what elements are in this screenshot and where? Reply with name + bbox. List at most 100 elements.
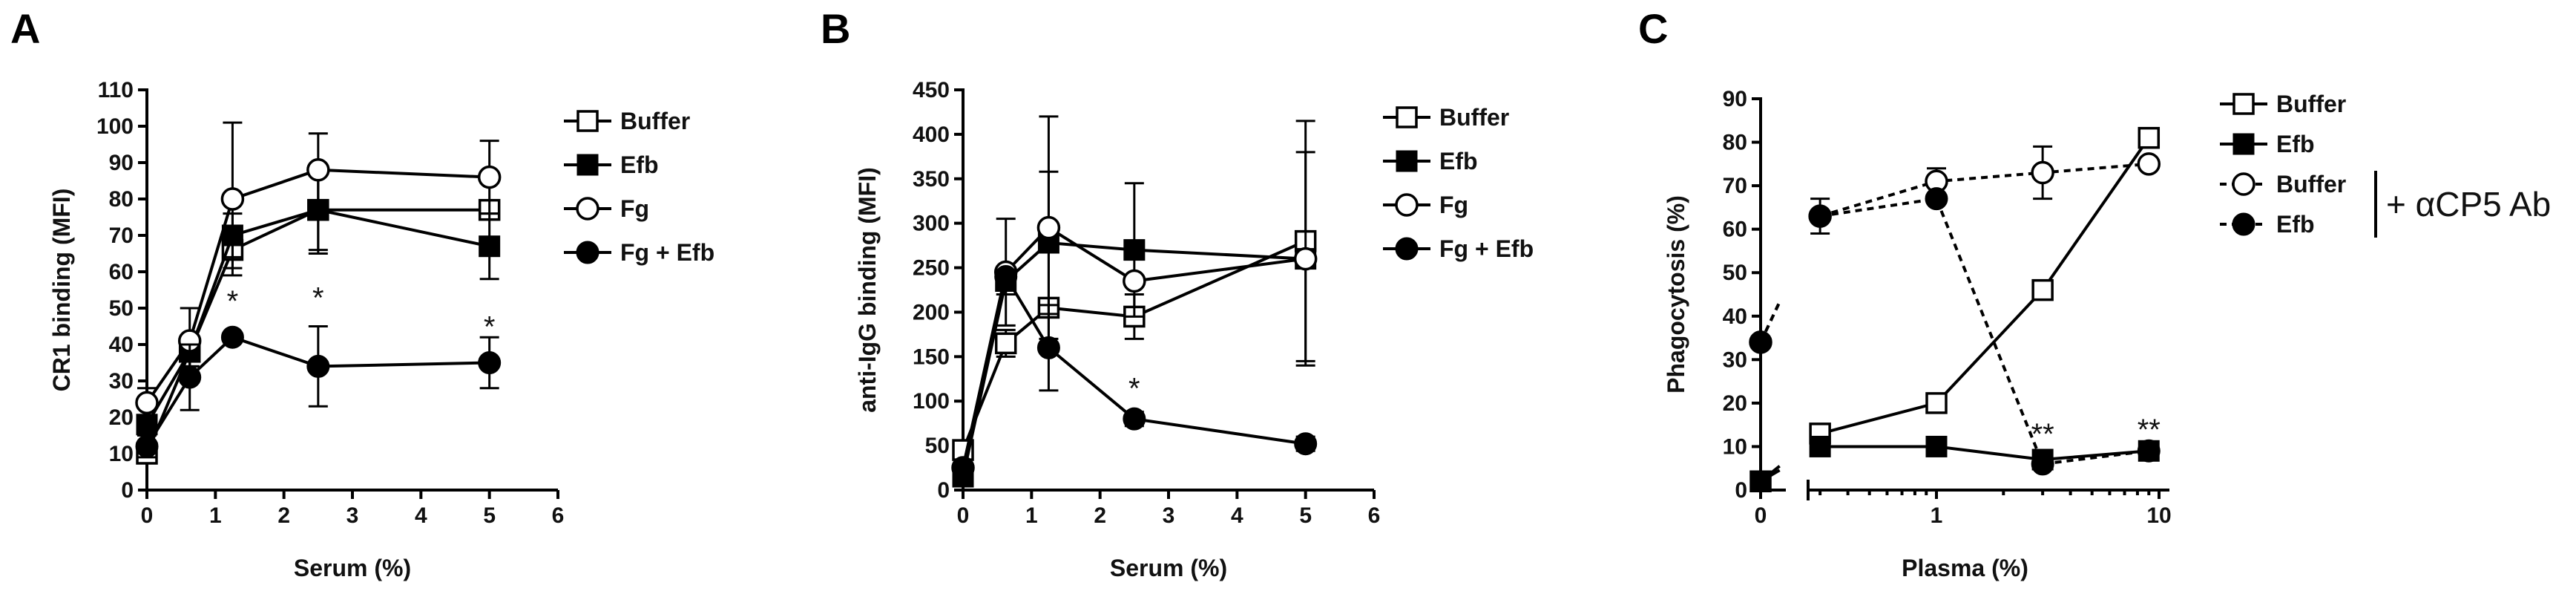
x-tick-label: 5 [1299,503,1312,528]
y-tick-label: 400 [913,123,950,147]
y-tick-label: 80 [109,187,134,212]
y-tick-label: 250 [913,256,950,281]
legend-entry: Fg [1439,192,1468,218]
panel-c: C 0 10 20 30 40 50 60 70 80 90 0 1 10 Plasma (%) Phagoc… [1638,5,2551,581]
legend-marker-filled-square [1396,150,1418,172]
data-point-buffer-open-square [2031,278,2054,301]
series-line-stub-efb-filled-circle [1759,301,1781,343]
legend-entry: Efb [2276,131,2315,157]
x-tick-label: 1 [1025,503,1038,528]
legend-marker-open-circle [1395,193,1419,217]
y-tick-label: 350 [913,167,950,192]
y-tick-label: 20 [1723,391,1747,416]
group-label: + αCP5 Ab [2386,185,2551,223]
panel-letter: B [821,5,850,52]
data-point-efb-filled-square [479,235,501,258]
x-tick-label: 1 [1931,503,1943,528]
data-point-buffer-open-circle [2137,152,2161,176]
data-point-efb-filled-square [1925,435,1948,457]
data-point-fg-open-circle [1293,247,1318,271]
y-tick-label: 150 [913,345,950,369]
y-tick-label: 300 [913,212,950,236]
legend-marker-filled-circle [1395,237,1419,261]
data-point-fg-efb-filled-circle [951,456,975,480]
x-tick-label: 10 [2146,503,2171,528]
legend-entry: Efb [620,151,659,178]
data-point-efb-filled-circle [1925,187,1948,211]
data-point-fg-open-circle [1036,215,1061,240]
x-tick-label: 0 [957,503,970,528]
legend-entry: Buffer [620,108,690,134]
panel-letter: C [1638,5,1668,52]
data-point-buffer-open-square [1925,392,1948,414]
legend-entry: Fg + Efb [620,239,714,266]
y-axis-title: CR1 binding (MFI) [48,189,75,392]
y-tick-label: 0 [1735,478,1747,503]
y-tick-label: 70 [109,223,134,248]
y-axis-title: Phagocytosis (%) [1663,195,1689,394]
significance-annotation: * [312,281,324,314]
legend-marker-open-square [1396,106,1418,128]
x-tick-label: 5 [483,503,496,528]
y-tick-label: 200 [913,300,950,324]
significance-annotation: * [227,285,239,318]
data-point-buffer-open-square [994,332,1017,355]
y-tick-label: 450 [913,78,950,102]
data-point-efb-filled-circle [1749,330,1772,354]
data-point-efb-filled-circle [2137,439,2161,463]
x-tick-label: 1 [209,503,222,528]
significance-annotation: ** [2031,418,2054,451]
series-line-efb-filled-square [1820,445,2149,462]
y-tick-label: 50 [109,296,134,321]
data-point-buffer-open-square [2138,126,2161,149]
y-tick-label: 90 [109,151,134,175]
data-point-fg-efb-filled-circle [1294,432,1318,456]
legend-entry: Fg [620,195,649,222]
legend-marker-filled-circle [576,241,599,264]
data-point-efb-filled-circle [2031,452,2054,476]
y-tick-label: 0 [937,478,950,503]
y-tick-label: 50 [925,434,950,458]
data-point-efb-filled-square [1809,435,1831,457]
y-tick-label: 30 [1723,347,1747,372]
data-point-fg-efb-filled-circle [1036,336,1060,359]
y-tick-label: 110 [98,78,134,102]
series-line-buffer-open-square [1819,137,2150,435]
y-tick-label: 80 [1723,131,1747,155]
x-axis-title: Plasma (%) [1902,555,2028,581]
data-point-fg-efb-filled-circle [306,354,330,378]
legend-entry: Efb [2276,211,2315,238]
y-tick-label: 40 [1723,304,1747,329]
data-point-fg-efb-filled-circle [994,265,1018,289]
x-tick-label: 3 [1163,503,1175,528]
y-tick-label: 90 [1723,87,1747,111]
x-tick-label: 6 [1368,503,1381,528]
y-tick-label: 0 [121,478,134,503]
data-point-fg-efb-filled-circle [478,351,502,374]
panel-a: A 0 10 20 30 40 50 60 70 80 90 100 110 0 1 2 3 4 5 6 Serum (… [10,5,714,581]
y-tick-label: 100 [913,389,950,414]
series-line-efb-filled-circle [1819,197,2149,466]
y-tick-label: 60 [1723,218,1747,242]
x-tick-label: 3 [346,503,359,528]
legend-marker-filled-square [2232,133,2255,155]
x-tick-label: 2 [277,503,290,528]
legend-entry: Buffer [1439,104,1509,131]
y-tick-label: 50 [1723,261,1747,285]
y-tick-label: 20 [109,405,134,430]
x-tick-label: 6 [552,503,565,528]
y-tick-label: 30 [109,369,134,394]
data-point-fg-open-circle [306,158,330,182]
legend-entry: Efb [1439,148,1478,174]
legend-marker-open-square [576,110,599,132]
y-tick-label: 10 [109,442,134,466]
x-tick-label: 4 [1231,503,1243,528]
data-point-efb-filled-circle [1808,204,1832,228]
x-tick-label: 4 [415,503,427,528]
panel-letter: A [10,5,40,52]
x-tick-label: 0 [1755,503,1767,528]
data-point-fg-open-circle [1123,269,1146,293]
y-tick-label: 60 [109,260,134,284]
legend-entry: Buffer [2276,171,2346,198]
x-axis-title: Serum (%) [1110,555,1227,581]
